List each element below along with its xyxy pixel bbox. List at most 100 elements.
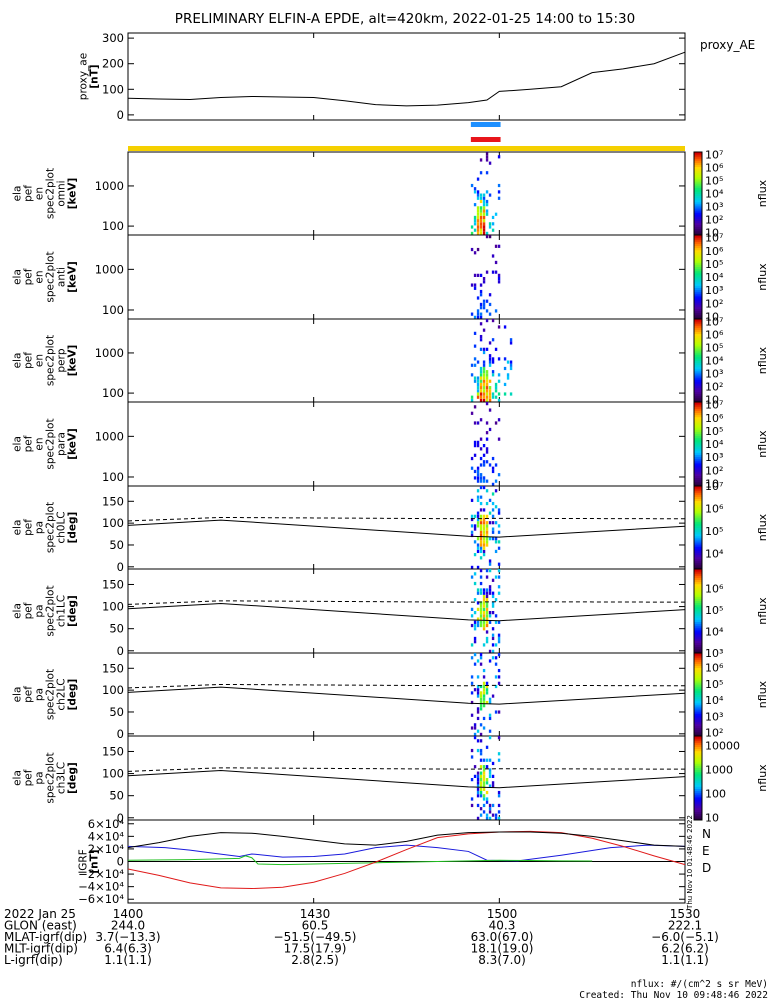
colorbar-step bbox=[694, 688, 702, 691]
colorbar-step bbox=[694, 706, 702, 710]
heatmap-cell bbox=[494, 575, 498, 579]
heatmap-cell bbox=[488, 427, 492, 432]
heatmap-cell bbox=[479, 617, 483, 621]
heatmap-cell bbox=[491, 781, 495, 785]
colorbar-step bbox=[694, 571, 702, 574]
colorbar-step bbox=[694, 704, 702, 708]
heatmap-cell bbox=[473, 190, 477, 194]
heatmap-cell bbox=[479, 212, 483, 216]
heatmap-cell bbox=[494, 421, 498, 425]
colorbar-step bbox=[694, 598, 702, 601]
colorbar-step bbox=[694, 174, 702, 178]
colorbar-step bbox=[694, 345, 702, 349]
heatmap-cell bbox=[476, 392, 480, 396]
colorbar-step bbox=[694, 817, 702, 821]
heatmap-cell bbox=[482, 704, 486, 708]
heatmap-cell bbox=[509, 392, 513, 396]
heatmap-cell bbox=[494, 309, 498, 313]
colorbar-step bbox=[694, 475, 702, 479]
heatmap-cell bbox=[482, 306, 486, 310]
heatmap-cell bbox=[482, 530, 486, 534]
heatmap-cell bbox=[482, 370, 486, 374]
heatmap-cell bbox=[479, 389, 483, 393]
colorbar-step bbox=[694, 525, 702, 528]
y-axis-label-line: pef bbox=[23, 519, 35, 536]
heatmap-cell bbox=[485, 800, 489, 804]
heatmap-cell bbox=[485, 790, 489, 795]
heatmap-cell bbox=[479, 199, 483, 204]
colorbar-step bbox=[694, 590, 702, 593]
colorbar-step bbox=[694, 387, 702, 391]
heatmap-cell bbox=[485, 688, 489, 692]
heatmap-cell bbox=[488, 810, 492, 814]
colorbar-step bbox=[694, 237, 702, 240]
colorbar-step bbox=[694, 636, 702, 639]
heatmap-cell bbox=[488, 293, 492, 297]
colorbar-step bbox=[694, 577, 702, 580]
colorbar-step bbox=[694, 786, 702, 789]
heatmap-cell bbox=[479, 386, 483, 390]
heatmap-cell bbox=[485, 209, 489, 213]
heatmap-cell bbox=[476, 395, 480, 399]
heatmap-cell bbox=[494, 549, 498, 554]
heatmap-cell bbox=[485, 601, 489, 605]
colorbar-tick-label: 10³ bbox=[705, 284, 723, 297]
heatmap-cell bbox=[470, 395, 474, 399]
colorbar-step bbox=[694, 594, 702, 597]
zone-bar-blue bbox=[470, 122, 501, 127]
colorbar-step bbox=[694, 585, 702, 589]
heatmap-cell bbox=[494, 614, 498, 618]
heatmap-cells bbox=[470, 152, 501, 235]
heatmap-cell bbox=[479, 530, 483, 534]
heatmap-cell bbox=[497, 668, 501, 673]
colorbar-step bbox=[694, 404, 702, 407]
heatmap-cell bbox=[488, 816, 492, 820]
heatmap-cell bbox=[479, 623, 483, 628]
y-tick-label: 150 bbox=[102, 577, 124, 591]
heatmap-cell bbox=[488, 379, 492, 383]
heatmap-cell bbox=[494, 675, 498, 679]
heatmap-cell bbox=[479, 662, 483, 666]
colorbar-step bbox=[694, 775, 702, 779]
colorbar-step bbox=[694, 418, 702, 422]
heatmap-cell bbox=[476, 225, 480, 229]
heatmap-cell bbox=[491, 784, 495, 788]
heatmap-cell bbox=[482, 389, 486, 393]
heatmap-cell bbox=[476, 315, 480, 319]
colorbar-step bbox=[694, 731, 702, 735]
colorbar-step bbox=[694, 454, 702, 458]
colorbar-step bbox=[694, 201, 702, 205]
heatmap-cell bbox=[494, 816, 498, 820]
colorbar-step bbox=[694, 494, 702, 497]
heatmap-cell bbox=[485, 299, 489, 303]
y-tick-label: 50 bbox=[109, 622, 124, 636]
colorbar-step bbox=[694, 629, 702, 633]
heatmap-cell bbox=[482, 614, 486, 618]
heatmap-cell bbox=[473, 219, 477, 223]
heatmap-cell bbox=[482, 604, 486, 608]
heatmap-cell bbox=[491, 813, 495, 817]
y-tick-label: 50 bbox=[109, 538, 124, 552]
heatmap-cell bbox=[482, 460, 486, 464]
colorbar-step bbox=[694, 527, 702, 531]
colorbar-step bbox=[694, 790, 702, 794]
colorbar-step bbox=[694, 266, 702, 270]
heatmap-cell bbox=[476, 190, 480, 194]
colorbar-step bbox=[694, 746, 702, 750]
colorbar-tick-label: 1000 bbox=[705, 764, 733, 777]
colorbar-step bbox=[694, 203, 702, 207]
colorbar-tick-label: 10² bbox=[705, 727, 723, 740]
heatmap-cell bbox=[506, 376, 510, 380]
heatmap-cell bbox=[479, 656, 483, 660]
heatmap-cells bbox=[470, 569, 501, 653]
colorbar-tick-label: 10⁶ bbox=[705, 502, 724, 515]
heatmap-cell bbox=[482, 277, 486, 281]
heatmap-cell bbox=[473, 476, 477, 480]
heatmap-cell bbox=[485, 501, 489, 506]
heatmap-cell bbox=[473, 421, 477, 425]
heatmap-cell bbox=[476, 710, 480, 714]
heatmap-cell bbox=[479, 607, 483, 611]
heatmap-cell bbox=[482, 514, 486, 518]
heatmap-cell bbox=[473, 527, 477, 531]
